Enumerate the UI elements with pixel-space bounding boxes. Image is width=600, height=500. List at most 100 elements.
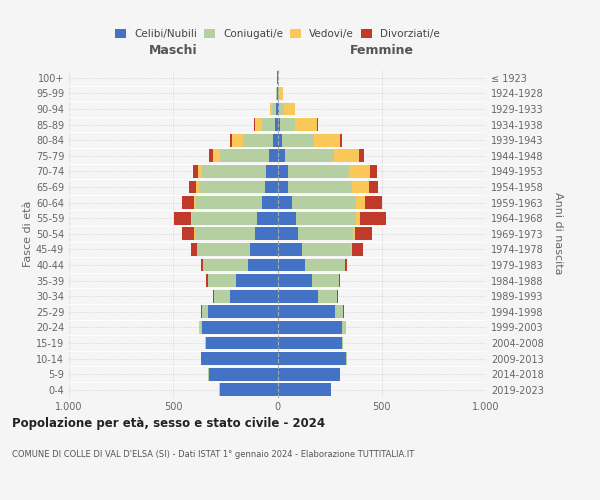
Bar <box>182 228 194 240</box>
Bar <box>277 87 278 100</box>
Bar <box>257 212 277 224</box>
Bar <box>369 180 378 194</box>
Bar <box>277 336 342 349</box>
Bar <box>277 384 331 396</box>
Bar <box>295 118 317 131</box>
Bar <box>317 118 318 131</box>
Bar <box>277 212 296 224</box>
Bar <box>214 150 220 162</box>
Bar <box>276 87 277 100</box>
Bar <box>213 290 214 302</box>
Bar <box>202 352 277 365</box>
Bar <box>285 150 334 162</box>
Text: Maschi: Maschi <box>149 44 197 57</box>
Bar <box>220 150 269 162</box>
Bar <box>287 165 349 178</box>
Bar <box>220 384 277 396</box>
Bar <box>281 134 314 146</box>
Bar <box>230 290 277 302</box>
Bar <box>274 134 277 146</box>
Bar <box>262 196 277 209</box>
Bar <box>277 196 292 209</box>
Bar <box>352 243 363 256</box>
Bar <box>200 321 202 334</box>
Bar <box>199 180 265 194</box>
Bar <box>277 102 279 116</box>
Bar <box>255 118 262 131</box>
Legend: Celibi/Nubili, Coniugati/e, Vedovi/e, Divorziati/e: Celibi/Nubili, Coniugati/e, Vedovi/e, Di… <box>111 24 444 43</box>
Bar <box>338 274 340 287</box>
Bar <box>334 150 359 162</box>
Bar <box>296 212 356 224</box>
Text: Femmine: Femmine <box>350 44 414 57</box>
Bar <box>280 118 295 131</box>
Bar <box>236 274 277 287</box>
Bar <box>230 134 232 146</box>
Bar <box>342 336 343 349</box>
Bar <box>356 196 365 209</box>
Bar <box>275 118 277 131</box>
Bar <box>277 274 312 287</box>
Bar <box>355 228 373 240</box>
Bar <box>194 196 196 209</box>
Bar <box>277 258 305 272</box>
Bar <box>279 87 283 100</box>
Bar <box>182 196 194 209</box>
Bar <box>370 165 377 178</box>
Bar <box>201 258 203 272</box>
Bar <box>194 228 195 240</box>
Bar <box>277 306 335 318</box>
Bar <box>254 118 255 131</box>
Bar <box>199 321 200 334</box>
Bar <box>292 196 356 209</box>
Bar <box>289 180 352 194</box>
Bar <box>248 258 277 272</box>
Bar <box>340 134 342 146</box>
Bar <box>359 150 364 162</box>
Bar <box>201 306 202 318</box>
Bar <box>243 134 274 146</box>
Bar <box>191 212 192 224</box>
Bar <box>232 134 243 146</box>
Bar <box>312 274 338 287</box>
Bar <box>277 118 280 131</box>
Bar <box>265 180 277 194</box>
Bar <box>277 243 302 256</box>
Bar <box>191 243 197 256</box>
Bar <box>192 212 257 224</box>
Bar <box>314 134 340 146</box>
Bar <box>337 290 338 302</box>
Bar <box>174 212 191 224</box>
Bar <box>277 290 318 302</box>
Bar <box>298 228 353 240</box>
Bar <box>272 102 277 116</box>
Bar <box>270 102 272 116</box>
Bar <box>203 258 248 272</box>
Bar <box>269 150 277 162</box>
Bar <box>205 336 206 349</box>
Bar <box>208 306 277 318</box>
Bar <box>206 336 277 349</box>
Bar <box>360 212 386 224</box>
Bar <box>278 87 279 100</box>
Bar <box>335 306 343 318</box>
Text: Popolazione per età, sesso e stato civile - 2024: Popolazione per età, sesso e stato civil… <box>12 418 325 430</box>
Bar <box>209 150 214 162</box>
Bar <box>302 243 351 256</box>
Bar <box>277 134 281 146</box>
Bar <box>345 258 347 272</box>
Bar <box>214 290 230 302</box>
Y-axis label: Fasce di età: Fasce di età <box>23 200 33 267</box>
Bar <box>208 274 236 287</box>
Bar <box>206 274 208 287</box>
Bar <box>197 243 250 256</box>
Bar <box>196 180 199 194</box>
Y-axis label: Anni di nascita: Anni di nascita <box>553 192 563 275</box>
Bar <box>202 306 208 318</box>
Bar <box>202 321 277 334</box>
Bar <box>209 368 277 380</box>
Bar <box>254 228 277 240</box>
Bar <box>262 118 275 131</box>
Bar <box>196 196 262 209</box>
Bar <box>198 165 202 178</box>
